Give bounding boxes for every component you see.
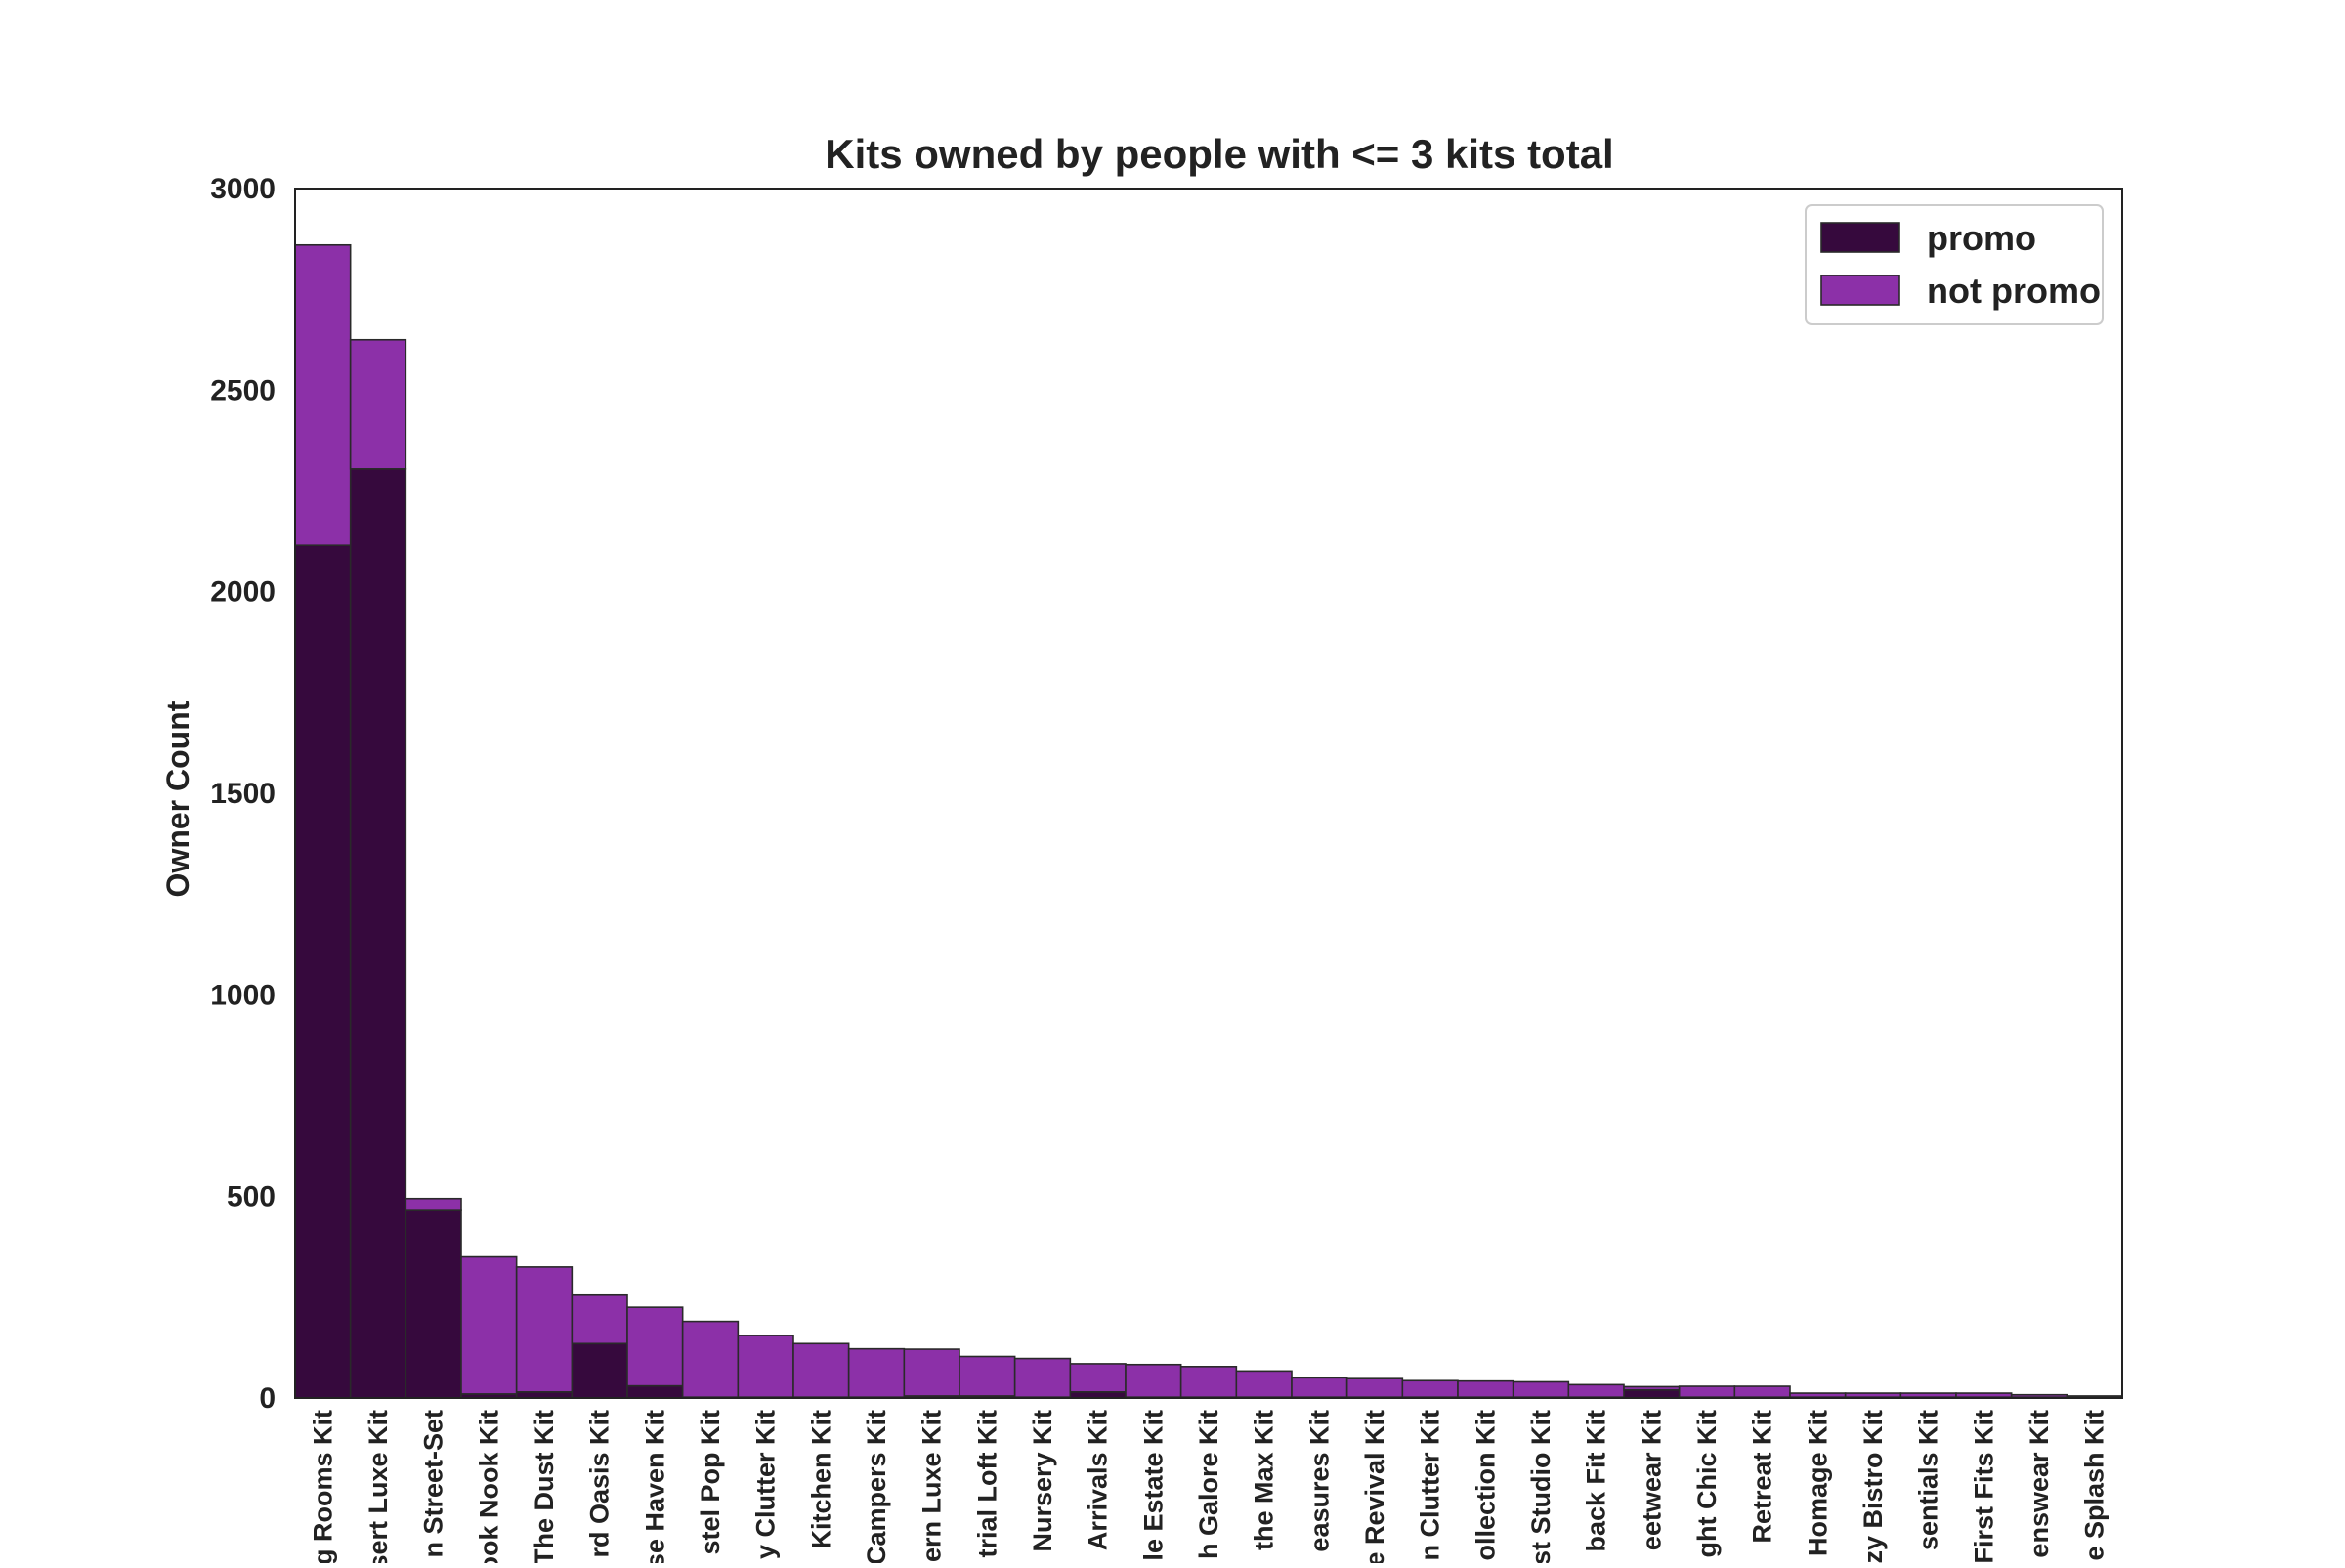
x-tick-label-23: back Fit Kit (1582, 1410, 1611, 1552)
x-tick-label-18: easures Kit (1304, 1410, 1334, 1552)
bar-not-promo-9 (792, 1342, 850, 1398)
chart-title: Kits owned by people with <= 3 kits tota… (825, 131, 1613, 177)
x-tick-label-0: g Rooms Kit (308, 1410, 337, 1563)
bar-promo-5 (571, 1342, 628, 1399)
legend-swatch-promo (1820, 222, 1900, 253)
x-axis-ticks: g Rooms Kit sert Luxe Kit n Street-Set ook … (308, 1410, 2110, 1568)
bar-not-promo-25 (1678, 1385, 1736, 1398)
bar-not-promo-5 (571, 1293, 628, 1345)
bar-not-promo-28 (1844, 1392, 1902, 1398)
x-tick-label-31: enswear Kit (2025, 1410, 2054, 1558)
x-tick-label-29: sentials Kit (1914, 1410, 1943, 1550)
bar-not-promo-14 (1069, 1363, 1127, 1393)
x-tick-label-9: Kitchen Kit (806, 1410, 835, 1549)
x-tick-label-2: n Street-Set (419, 1410, 448, 1558)
bar-not-promo-12 (959, 1355, 1016, 1397)
bar-not-promo-8 (737, 1335, 794, 1398)
x-tick-label-25: ght Chic Kit (1692, 1410, 1722, 1557)
x-tick-label-7: stel Pop Kit (696, 1410, 725, 1555)
bar-not-promo-1 (349, 338, 407, 470)
x-tick-label-8: y Clutter Kit (751, 1410, 781, 1559)
bar-not-promo-15 (1125, 1363, 1182, 1398)
bar-not-promo-0 (294, 243, 352, 547)
x-tick-label-3: ook Nook Kit (474, 1410, 503, 1563)
bar-promo-2 (405, 1209, 462, 1399)
legend-swatch-not-promo (1820, 275, 1900, 306)
bar-not-promo-3 (460, 1255, 518, 1395)
bar-not-promo-22 (1512, 1380, 1570, 1398)
plot-frame (294, 188, 2123, 1399)
x-tick-label-11: ern Luxe Kit (917, 1410, 947, 1562)
bar-not-promo-13 (1013, 1357, 1072, 1398)
y-tick-label-2: 1000 (210, 979, 276, 1011)
bar-not-promo-24 (1623, 1385, 1681, 1391)
bar-not-promo-23 (1567, 1383, 1625, 1398)
y-tick-label-1: 500 (227, 1181, 276, 1213)
bar-promo-0 (294, 544, 352, 1399)
bar-not-promo-21 (1457, 1379, 1514, 1398)
bar-not-promo-7 (681, 1320, 740, 1398)
x-tick-label-24: eetwear Kit (1637, 1410, 1666, 1550)
x-tick-label-17: the Max Kit (1250, 1410, 1279, 1550)
legend: promo not promo (1805, 204, 2104, 325)
legend-label-promo: promo (1927, 218, 2036, 258)
bar-promo-24 (1623, 1388, 1681, 1399)
x-tick-label-16: h Galore Kit (1194, 1410, 1223, 1559)
bar-not-promo-6 (626, 1306, 684, 1387)
x-tick-label-15: le Estate Kit (1138, 1410, 1168, 1561)
bar-not-promo-30 (1955, 1392, 2013, 1398)
bars-layer (294, 243, 2123, 1399)
bar-not-promo-2 (405, 1197, 462, 1211)
x-tick-label-28: zy Bistro Kit (1858, 1410, 1888, 1563)
bar-not-promo-16 (1179, 1366, 1238, 1398)
x-tick-label-12: trial Loft Kit (972, 1410, 1002, 1557)
y-tick-label-3: 1500 (210, 778, 276, 810)
bar-not-promo-11 (903, 1348, 960, 1397)
bar-not-promo-10 (847, 1347, 906, 1398)
x-tick-label-32: e Splash Kit (2080, 1410, 2110, 1561)
y-tick-label-4: 2000 (210, 576, 276, 609)
x-tick-label-22: st Studio Kit (1526, 1410, 1556, 1563)
y-axis-ticks: 0 500 1000 1500 2000 2500 3000 (210, 173, 276, 1415)
x-tick-label-1: sert Luxe Kit (363, 1410, 393, 1563)
bar-not-promo-20 (1401, 1379, 1459, 1398)
x-tick-label-13: Nursery Kit (1028, 1410, 1057, 1552)
x-tick-label-6: se Haven Kit (640, 1410, 669, 1563)
x-tick-label-30: First Fits Kit (1969, 1410, 1998, 1563)
x-tick-label-20: n Clutter Kit (1416, 1410, 1445, 1561)
bar-not-promo-26 (1733, 1385, 1791, 1398)
legend-label-not-promo: not promo (1927, 271, 2101, 311)
bar-not-promo-32 (2066, 1395, 2123, 1398)
y-tick-label-5: 2500 (210, 374, 276, 406)
x-tick-label-5: rd Oasis Kit (585, 1410, 615, 1558)
x-tick-label-19: e Revival Kit (1360, 1410, 1389, 1563)
bar-not-promo-4 (515, 1266, 574, 1393)
x-tick-label-26: Retreat Kit (1748, 1410, 1777, 1544)
x-tick-label-21: ollection Kit (1471, 1410, 1500, 1561)
x-tick-label-14: Arrivals Kit (1084, 1410, 1113, 1550)
bar-promo-1 (349, 468, 407, 1399)
y-axis-label: Owner Count (160, 700, 195, 897)
x-tick-label-4: The Dust Kit (530, 1410, 559, 1563)
bar-not-promo-19 (1345, 1377, 1404, 1398)
bar-not-promo-17 (1235, 1370, 1293, 1398)
x-tick-label-10: Campers Kit (862, 1410, 891, 1563)
y-tick-label-6: 3000 (210, 173, 276, 205)
bar-not-promo-31 (2010, 1393, 2068, 1398)
y-tick-label-0: 0 (259, 1382, 276, 1415)
x-tick-label-27: Homage Kit (1803, 1410, 1832, 1556)
bar-not-promo-27 (1789, 1392, 1847, 1398)
bar-not-promo-18 (1291, 1377, 1348, 1398)
bar-not-promo-29 (1899, 1392, 1957, 1398)
bar-promo-6 (626, 1384, 684, 1399)
